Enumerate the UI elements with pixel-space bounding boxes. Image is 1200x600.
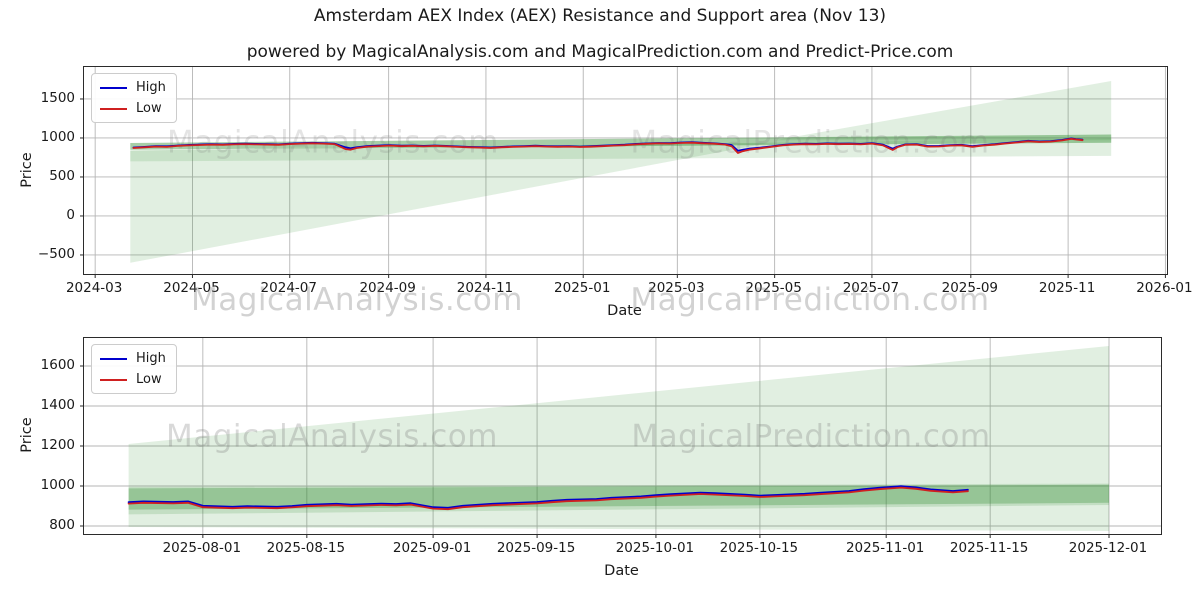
legend-item-low: Low xyxy=(100,372,166,387)
x-tick-label: 2026-01 xyxy=(1136,280,1193,296)
x-tick-label: 2025-11 xyxy=(1038,280,1096,296)
legend-low-line-swatch xyxy=(100,378,127,381)
legend-high-line-swatch xyxy=(100,357,127,360)
legend-label: Low xyxy=(136,101,162,116)
x-tick-label: 2025-08-01 xyxy=(162,540,242,556)
chart-bottom-plot: MagicalAnalysis.com MagicalPrediction.com xyxy=(80,338,1161,538)
y-tick-label: 0 xyxy=(66,206,75,223)
x-tick-label: 2024-11 xyxy=(456,280,514,296)
y-tick-label: 1400 xyxy=(40,397,75,413)
legend-high-line-swatch xyxy=(100,86,127,89)
chart-bottom-watermark-analysis: MagicalAnalysis.com xyxy=(166,419,498,455)
x-tick-label: 2025-03 xyxy=(648,280,705,296)
chart-top-watermark-analysis: MagicalAnalysis.com xyxy=(167,125,499,161)
y-tick-label: 1600 xyxy=(40,357,75,373)
y-tick-label: 1200 xyxy=(40,437,75,453)
legend-item-high: High xyxy=(100,351,166,366)
high-line xyxy=(127,485,969,509)
x-tick-label: 2024-03 xyxy=(65,280,123,296)
y-tick-label: 1000 xyxy=(40,128,75,145)
x-tick-label: 2025-07 xyxy=(842,280,900,296)
x-tick-label: 2025-05 xyxy=(745,280,802,296)
x-axis-label: Date xyxy=(604,563,639,579)
legend: High Low xyxy=(91,73,177,123)
x-tick-label: 2025-11-15 xyxy=(949,540,1029,556)
x-tick-label: 2024-05 xyxy=(163,280,220,296)
y-tick-label: 500 xyxy=(49,167,75,184)
x-tick-label: 2025-10-15 xyxy=(719,540,799,556)
chart-bottom-watermark-prediction: MagicalPrediction.com xyxy=(631,419,990,455)
fill-resistance-cone xyxy=(774,81,1112,141)
y-axis-label: Price xyxy=(19,151,35,188)
x-tick-label: 2025-01 xyxy=(554,280,611,296)
legend-item-low: Low xyxy=(100,101,166,116)
figure-watermark-prediction: MagicalPrediction.com xyxy=(630,282,990,318)
figure-title: Amsterdam AEX Index (AEX) Resistance and… xyxy=(313,6,887,26)
y-axis-label: Price xyxy=(19,417,35,453)
x-tick-label: 2024-07 xyxy=(260,280,317,296)
legend: High Low xyxy=(91,344,177,394)
x-tick-label: 2025-08-15 xyxy=(266,540,346,556)
legend-label: High xyxy=(136,80,166,95)
x-tick-label: 2025-12-01 xyxy=(1068,540,1148,556)
fill-resistance-cone xyxy=(128,346,1110,531)
legend-label: High xyxy=(136,351,166,366)
legend-item-high: High xyxy=(100,80,166,95)
x-tick-label: 2025-09 xyxy=(941,280,999,296)
legend-label: Low xyxy=(136,372,162,387)
y-tick-label: 800 xyxy=(49,517,75,533)
chart-top-plot: MagicalAnalysis.com MagicalPrediction.com xyxy=(80,67,1167,278)
y-tick-label: −500 xyxy=(37,245,75,262)
chart-bottom-axes: MagicalAnalysis.com MagicalPrediction.com xyxy=(80,337,1162,538)
x-tick-label: 2025-11-01 xyxy=(845,540,925,556)
y-tick-label: 1500 xyxy=(40,89,75,106)
figure-watermark-analysis: MagicalAnalysis.com xyxy=(191,282,523,318)
low-line xyxy=(132,138,1084,154)
low-line xyxy=(127,486,969,511)
figure-subtitle: powered by MagicalAnalysis.com and Magic… xyxy=(246,42,954,62)
fill-support-area-triangle xyxy=(130,143,769,263)
x-tick-label: 2025-10-01 xyxy=(615,540,695,556)
x-tick-label: 2025-09-01 xyxy=(392,540,472,556)
chart-top-axes: MagicalAnalysis.com MagicalPrediction.com xyxy=(80,66,1168,278)
x-tick-label: 2024-09 xyxy=(359,280,416,296)
y-tick-label: 1000 xyxy=(40,477,75,493)
legend-low-line-swatch xyxy=(100,107,127,110)
x-tick-label: 2025-09-15 xyxy=(496,540,576,556)
x-axis-label: Date xyxy=(607,303,642,319)
